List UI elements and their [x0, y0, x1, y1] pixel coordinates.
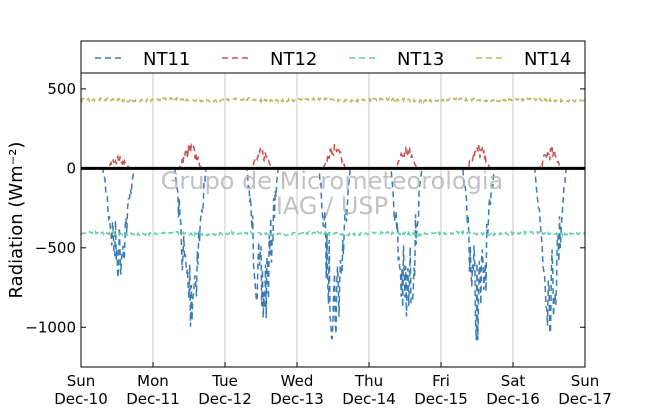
- plot-area-frame: [80, 72, 586, 368]
- x-tick-label-day: Sat: [501, 372, 526, 390]
- x-tick-label-day: Sun: [571, 372, 600, 390]
- y-tick-label: 500: [47, 80, 76, 98]
- y-axis-label: Radiation (Wm⁻²): [6, 142, 27, 299]
- x-tick-label-day: Thu: [354, 372, 383, 390]
- legend-label-nt13: NT13: [397, 49, 444, 70]
- y-tick-label: 0: [66, 159, 76, 177]
- x-tick-label-day: Fri: [432, 372, 450, 390]
- legend-label-nt14: NT14: [524, 49, 571, 70]
- x-tick-label-date: Dec-16: [486, 390, 540, 408]
- legend-frame: [80, 40, 586, 74]
- grid-lines: [152, 73, 514, 367]
- watermark: Grupo de Micrometeorologia IAG / USP: [161, 167, 503, 220]
- x-tick-label-day: Sun: [67, 372, 96, 390]
- watermark-line-1: Grupo de Micrometeorologia: [161, 167, 503, 195]
- x-tick-label-day: Tue: [211, 372, 238, 390]
- series-line-nt13: [80, 229, 586, 238]
- x-tick-label-day: Mon: [137, 372, 169, 390]
- series-line-nt14: [80, 95, 586, 105]
- legend-label-nt12: NT12: [270, 49, 317, 70]
- x-tick-label-date: Dec-10: [54, 390, 108, 408]
- x-tick-label-date: Dec-11: [126, 390, 180, 408]
- x-tick-label-date: Dec-13: [270, 390, 324, 408]
- x-tick-label-date: Dec-12: [198, 390, 252, 408]
- legend-label-nt11: NT11: [143, 49, 190, 70]
- x-axis-ticks: SunDec-10MonDec-11TueDec-12WedDec-13ThuD…: [54, 362, 612, 408]
- watermark-line-2: IAG / USP: [276, 192, 388, 220]
- x-tick-label-date: Dec-14: [342, 390, 396, 408]
- legend: NT11 NT12 NT13 NT14: [80, 40, 586, 74]
- x-tick-label-day: Wed: [281, 372, 314, 390]
- y-tick-label: −500: [35, 239, 76, 257]
- y-axis-ticks: 500 0 −500 −1000: [25, 80, 585, 336]
- x-tick-label-date: Dec-15: [414, 390, 468, 408]
- y-tick-label: −1000: [25, 318, 76, 336]
- series-line-nt12: [81, 142, 585, 170]
- x-tick-label-date: Dec-17: [558, 390, 612, 408]
